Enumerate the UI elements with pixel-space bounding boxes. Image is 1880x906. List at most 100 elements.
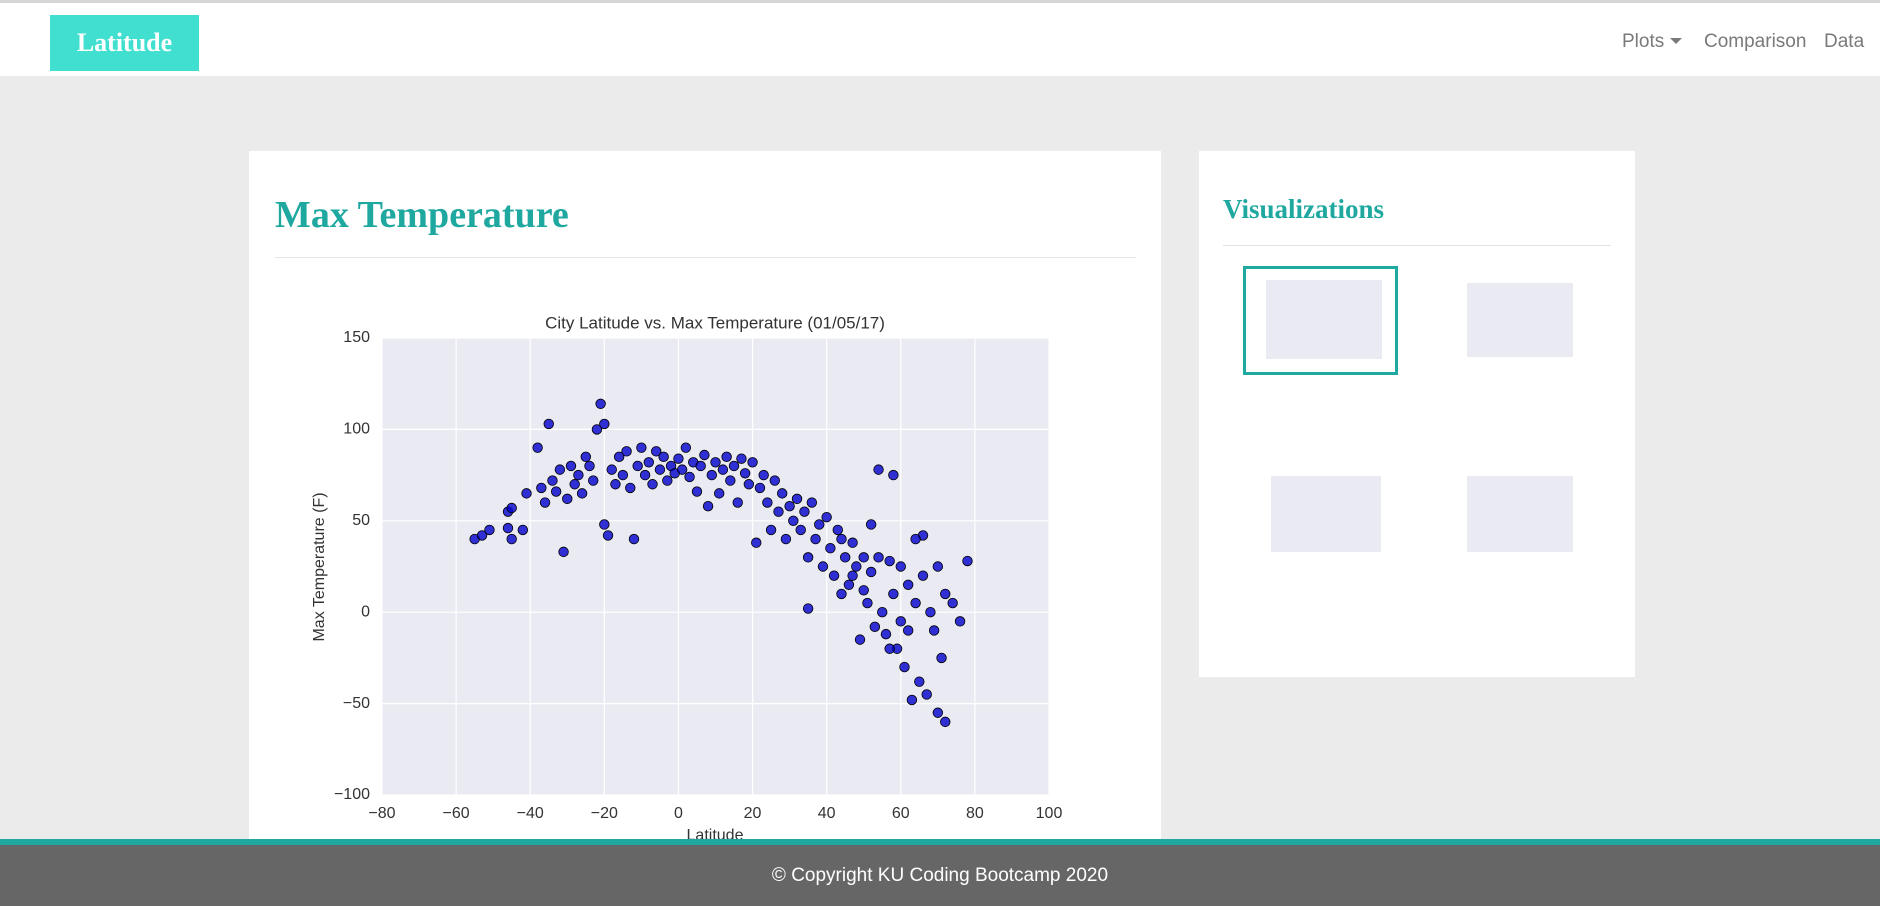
data-point bbox=[847, 570, 858, 581]
y-tick-label: −100 bbox=[334, 786, 370, 803]
data-point bbox=[932, 707, 944, 718]
data-point bbox=[869, 621, 881, 633]
nav-link[interactable]: Data bbox=[1824, 31, 1865, 52]
data-point bbox=[725, 475, 736, 486]
data-point bbox=[895, 561, 906, 572]
data-point bbox=[565, 460, 577, 472]
data-point bbox=[699, 449, 710, 461]
data-point bbox=[643, 457, 655, 468]
data-point bbox=[647, 479, 658, 490]
data-point bbox=[806, 497, 818, 508]
data-point bbox=[854, 634, 866, 645]
data-point bbox=[836, 588, 847, 600]
data-point bbox=[654, 464, 666, 475]
thumbnail[interactable] bbox=[1255, 470, 1385, 561]
data-point bbox=[839, 552, 851, 563]
x-tick-label: 40 bbox=[818, 805, 836, 822]
data-point bbox=[691, 486, 703, 497]
footer-text: © Copyright KU Coding Bootcamp 2020 bbox=[771, 865, 1109, 886]
data-point bbox=[595, 398, 606, 410]
data-point bbox=[714, 488, 725, 499]
x-tick-label: 20 bbox=[744, 805, 762, 822]
data-point bbox=[799, 506, 810, 517]
data-point bbox=[828, 570, 840, 581]
data-point bbox=[895, 616, 906, 627]
data-point bbox=[906, 694, 918, 706]
data-point bbox=[591, 424, 603, 435]
data-point bbox=[788, 515, 799, 527]
data-point bbox=[862, 597, 873, 609]
data-point bbox=[676, 464, 688, 475]
data-point bbox=[632, 460, 643, 472]
data-point bbox=[695, 460, 706, 472]
data-point bbox=[506, 533, 517, 545]
data-point bbox=[836, 533, 847, 545]
data-point bbox=[832, 524, 843, 536]
data-point bbox=[910, 533, 921, 545]
thumbnail[interactable] bbox=[1451, 470, 1578, 561]
x-tick-label: −40 bbox=[517, 805, 544, 822]
data-point bbox=[936, 652, 947, 664]
nav-link[interactable]: Comparison bbox=[1704, 31, 1807, 52]
data-point bbox=[877, 607, 888, 618]
data-point bbox=[569, 479, 580, 490]
data-point bbox=[902, 579, 914, 590]
data-point bbox=[628, 533, 640, 545]
x-tick-label: −20 bbox=[591, 805, 618, 822]
data-point bbox=[762, 497, 773, 508]
nav-dropdown[interactable]: Plots bbox=[1622, 31, 1683, 53]
thumbnail[interactable] bbox=[1451, 273, 1578, 367]
brand[interactable]: Latitude bbox=[50, 15, 199, 71]
y-axis-label: Max Temperature (F) bbox=[311, 492, 328, 641]
caret bbox=[1670, 38, 1683, 44]
data-point bbox=[751, 537, 762, 548]
main-heading: Max Temperature bbox=[275, 194, 569, 236]
thumbnail[interactable] bbox=[1243, 266, 1398, 375]
data-point bbox=[580, 451, 592, 463]
x-tick-label: 60 bbox=[892, 805, 910, 822]
y-tick-label: 0 bbox=[361, 603, 370, 620]
data-point bbox=[662, 475, 673, 486]
data-point bbox=[539, 497, 551, 508]
data-point bbox=[858, 585, 869, 596]
data-point bbox=[599, 519, 610, 530]
data-point bbox=[621, 446, 632, 457]
nav-link[interactable]: Plots bbox=[1622, 31, 1665, 52]
data-point bbox=[928, 625, 940, 636]
data-point bbox=[584, 460, 595, 472]
data-point bbox=[754, 482, 766, 494]
data-point bbox=[550, 486, 562, 497]
data-point bbox=[517, 524, 529, 536]
data-point bbox=[610, 479, 621, 490]
data-point bbox=[521, 488, 532, 499]
data-point bbox=[921, 689, 932, 700]
data-point bbox=[888, 469, 899, 481]
data-point bbox=[843, 579, 855, 590]
data-point bbox=[599, 418, 610, 430]
data-point bbox=[899, 661, 910, 673]
data-point bbox=[814, 519, 825, 530]
y-tick-label: 100 bbox=[343, 421, 370, 438]
thumbnail-plot bbox=[1271, 476, 1381, 552]
data-point bbox=[940, 716, 951, 728]
data-point bbox=[940, 588, 951, 600]
thumbnail-plot bbox=[1467, 476, 1573, 552]
data-point bbox=[873, 464, 884, 475]
data-point bbox=[484, 524, 495, 536]
main-card: Max Temperature City Latitude vs. Max Te… bbox=[249, 151, 1161, 851]
divider bbox=[1223, 245, 1611, 246]
chart-title: City Latitude vs. Max Temperature (01/05… bbox=[545, 313, 885, 332]
data-point bbox=[554, 464, 566, 475]
data-point bbox=[558, 546, 569, 558]
data-point bbox=[851, 561, 862, 572]
data-point bbox=[717, 464, 729, 475]
thumbnail-plot bbox=[1266, 280, 1382, 359]
data-point bbox=[502, 522, 514, 534]
data-point bbox=[784, 500, 795, 512]
data-point bbox=[680, 442, 692, 453]
data-point bbox=[773, 506, 784, 517]
data-point bbox=[606, 464, 617, 475]
data-point bbox=[795, 524, 806, 536]
data-point bbox=[925, 607, 936, 618]
